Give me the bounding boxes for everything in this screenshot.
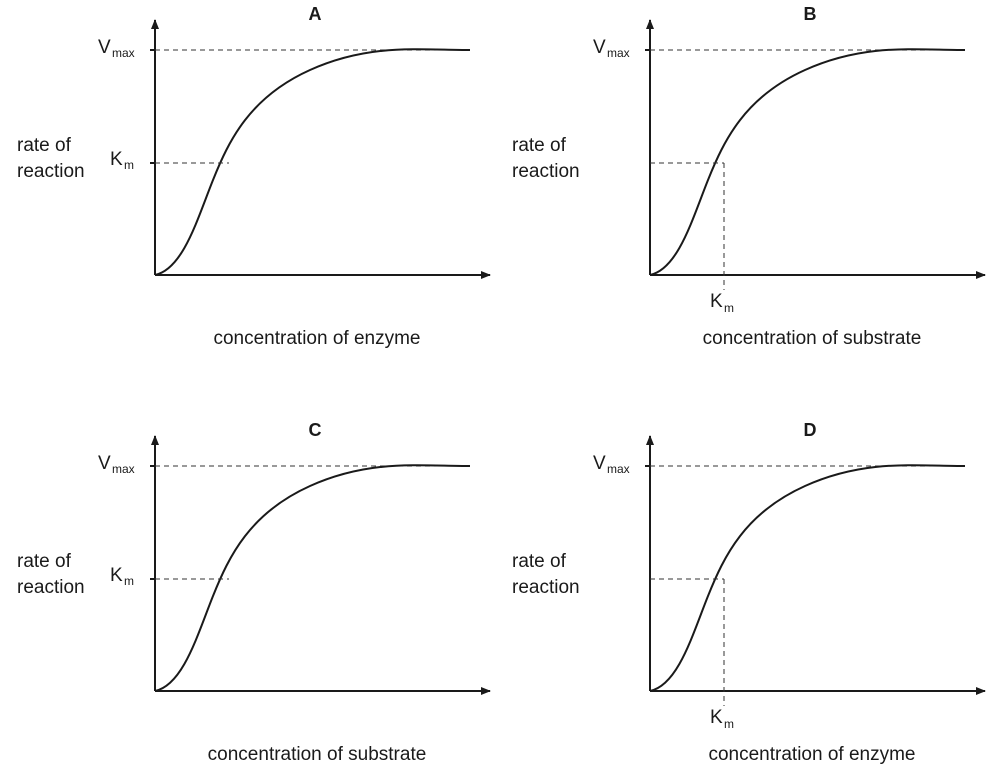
panel-letter: B [804,4,817,24]
x-label: concentration of enzyme [708,744,915,765]
curve [154,464,471,692]
vmax-subscript: max [607,462,630,476]
km-subscript: m [724,301,734,315]
km-symbol: K [110,565,123,586]
panel-letter: C [309,420,322,440]
vmax-subscript: max [112,462,135,476]
panel-letter: D [804,420,817,440]
y-label: reaction [17,577,85,598]
y-label: reaction [512,577,580,598]
vmax-symbol: V [98,453,111,474]
km-subscript: m [124,574,134,588]
curve [649,464,966,692]
km-symbol: K [710,707,723,728]
vmax-subscript: max [607,46,630,60]
y-label: rate of [512,551,567,572]
km-symbol: K [710,291,723,312]
x-label: concentration of enzyme [213,328,420,349]
y-label: rate of [17,551,72,572]
x-label: concentration of substrate [208,744,427,765]
vmax-symbol: V [593,453,606,474]
x-label: concentration of substrate [703,328,922,349]
panel-letter: A [309,4,322,24]
y-label: rate of [17,135,72,156]
km-subscript: m [724,717,734,731]
y-label: reaction [512,161,580,182]
vmax-symbol: V [593,37,606,58]
y-label: reaction [17,161,85,182]
km-subscript: m [124,158,134,172]
curve [154,48,471,276]
y-label: rate of [512,135,567,156]
curve [649,48,966,276]
vmax-subscript: max [112,46,135,60]
vmax-symbol: V [98,37,111,58]
km-symbol: K [110,149,123,170]
